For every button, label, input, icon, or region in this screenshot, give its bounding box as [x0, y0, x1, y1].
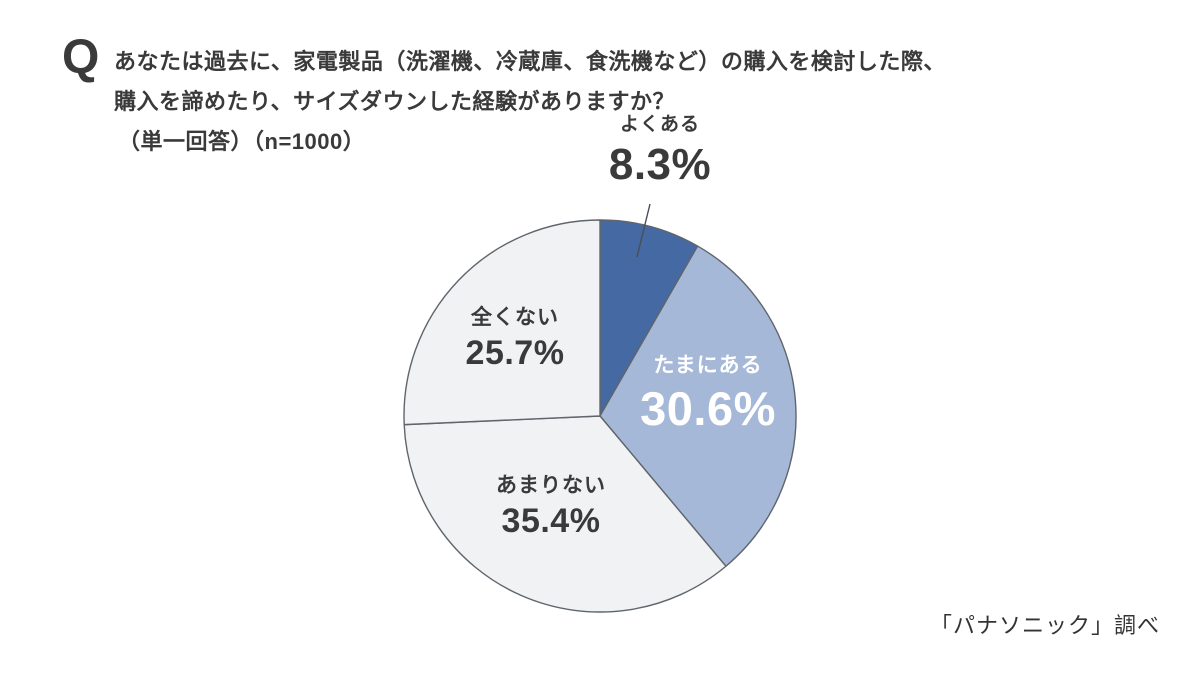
question-line-3: （単一回答）（n=1000） [118, 129, 366, 154]
segment-name: あまりない [496, 474, 606, 497]
question-line-2: 購入を諦めたり、サイズダウンした経験がありますか？ [114, 89, 675, 114]
segment-label-amarinai: あまりない 35.4% [451, 474, 651, 541]
segment-label-tamaniaru: たまにある 30.6% [593, 354, 823, 436]
question-mark: Q [62, 31, 100, 84]
pie-slice-1 [599, 245, 797, 567]
leader-line [636, 203, 651, 258]
segment-label-mattakunai: 全くない 25.7% [415, 306, 615, 373]
source-credit: 「パナソニック」調べ [929, 613, 1160, 638]
pie-slice-0 [599, 219, 699, 417]
segment-name: 全くない [471, 306, 559, 329]
segment-value: 35.4% [501, 502, 601, 541]
segment-name: たまにある [653, 354, 763, 377]
question-text: あなたは過去に、家電製品（洗濯機、冷蔵庫、食洗機など）の購入を検討した際、 購入… [114, 42, 946, 162]
pie-slices [403, 219, 797, 613]
segment-name: よくある [619, 114, 700, 135]
question-line-1: あなたは過去に、家電製品（洗濯機、冷蔵庫、食洗機など）の購入を検討した際、 [114, 49, 946, 74]
pie-svg [403, 203, 797, 613]
segment-value: 30.6% [640, 382, 776, 436]
pie-slice-2 [403, 415, 727, 613]
pie-slice-3 [403, 219, 601, 426]
segment-value: 8.3% [608, 139, 712, 189]
segment-value: 25.7% [465, 334, 565, 373]
segment-label-yokuaru: よくある 8.3% [560, 114, 760, 190]
